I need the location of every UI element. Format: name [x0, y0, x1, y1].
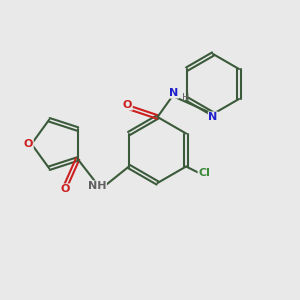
Text: Cl: Cl — [198, 167, 210, 178]
Text: H: H — [182, 92, 190, 103]
Text: O: O — [61, 184, 70, 194]
Text: N: N — [208, 112, 217, 122]
Text: O: O — [24, 139, 33, 149]
Text: O: O — [123, 100, 132, 110]
Text: NH: NH — [88, 181, 106, 191]
Text: N: N — [169, 88, 178, 98]
